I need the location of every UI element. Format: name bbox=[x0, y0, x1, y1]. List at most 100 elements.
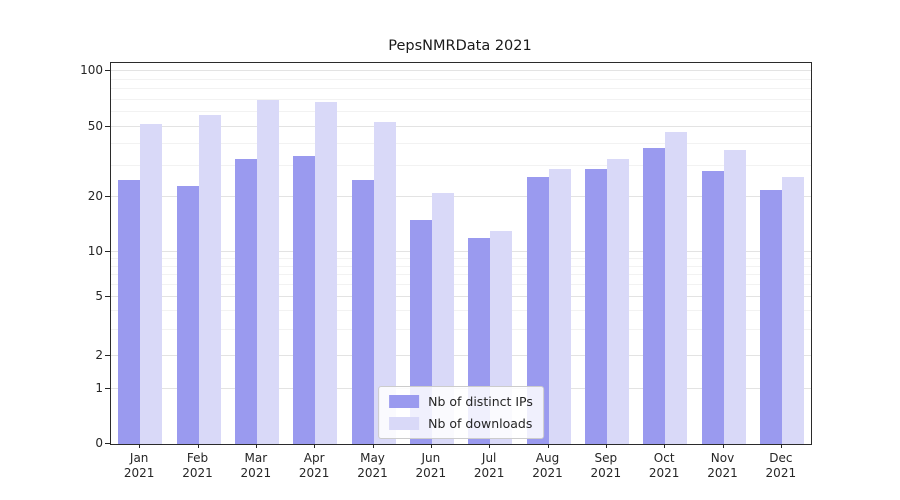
gridline-minor bbox=[111, 165, 811, 167]
gridline-minor bbox=[111, 111, 811, 113]
x-tick-label-line: Nov bbox=[710, 451, 735, 465]
legend-entry: Nb of distinct IPs bbox=[389, 394, 533, 409]
x-tick-label-line: 2021 bbox=[532, 466, 563, 480]
bar-downloads bbox=[198, 115, 221, 444]
bar-downloads bbox=[140, 123, 163, 444]
x-tick-label-line: Sep bbox=[594, 451, 618, 465]
x-tick-label: Aug 2021 bbox=[513, 451, 583, 481]
x-tick-mark bbox=[430, 444, 432, 448]
x-tick-label-line: Dec bbox=[769, 451, 793, 465]
x-tick-mark bbox=[780, 444, 782, 448]
y-tick-mark bbox=[105, 388, 110, 389]
x-tick-label-line: 2021 bbox=[473, 466, 505, 480]
x-tick-label-line: 2021 bbox=[415, 466, 447, 480]
x-tick-label-line: 2021 bbox=[765, 466, 797, 480]
x-tick-mark bbox=[197, 444, 199, 448]
x-tick-label-line: 2021 bbox=[298, 466, 330, 480]
x-tick-label-line: 2021 bbox=[590, 466, 622, 480]
x-tick-mark bbox=[722, 444, 724, 448]
y-tick-label: 0 bbox=[95, 436, 103, 450]
gridline-minor bbox=[111, 88, 811, 90]
x-tick-label-line: 2021 bbox=[707, 466, 738, 480]
gridline-major bbox=[111, 251, 811, 252]
bar-distinct-ips bbox=[584, 168, 607, 444]
legend-label: Nb of distinct IPs bbox=[428, 394, 533, 409]
x-tick-label: Jun 2021 bbox=[396, 451, 466, 481]
gridline-minor bbox=[111, 284, 811, 286]
bar-downloads bbox=[256, 99, 279, 444]
gridline-major bbox=[111, 355, 811, 356]
gridline-minor bbox=[111, 78, 811, 80]
x-tick-label-line: 2021 bbox=[123, 466, 155, 480]
x-tick-label-line: 2021 bbox=[240, 466, 272, 480]
x-tick-label-line: Aug bbox=[535, 451, 560, 465]
bar-downloads bbox=[723, 150, 746, 444]
x-tick-mark bbox=[489, 444, 491, 448]
x-tick-label-line: Jun bbox=[421, 451, 441, 465]
bar-downloads bbox=[315, 102, 338, 444]
y-tick-label: 10 bbox=[87, 244, 103, 258]
gridline-minor bbox=[111, 274, 811, 276]
x-tick-label-line: Apr bbox=[303, 451, 325, 465]
bar-downloads bbox=[781, 176, 804, 444]
gridline-major bbox=[111, 126, 811, 127]
x-tick-mark bbox=[664, 444, 666, 448]
x-tick-mark bbox=[139, 444, 141, 448]
bar-downloads bbox=[548, 168, 571, 444]
x-tick-label-line: Oct bbox=[653, 451, 675, 465]
legend-swatch-distinct-ips bbox=[389, 395, 420, 408]
bar-distinct-ips bbox=[759, 189, 782, 444]
bar-downloads bbox=[606, 158, 629, 444]
x-tick-label-line: Jan bbox=[129, 451, 149, 465]
x-tick-label-line: Jul bbox=[481, 451, 497, 465]
bar-distinct-ips bbox=[526, 176, 549, 444]
x-tick-label: Dec 2021 bbox=[746, 451, 816, 481]
gridline-minor bbox=[111, 98, 811, 100]
y-tick-label: 5 bbox=[95, 289, 103, 303]
x-tick-label: Apr 2021 bbox=[279, 451, 349, 481]
y-tick-mark bbox=[105, 443, 110, 444]
x-tick-label: Sep 2021 bbox=[571, 451, 641, 481]
y-tick-mark bbox=[105, 251, 110, 252]
x-tick-label: Feb 2021 bbox=[163, 451, 233, 481]
y-tick-mark bbox=[105, 355, 110, 356]
y-tick-mark bbox=[105, 196, 110, 197]
gridline-minor bbox=[111, 310, 811, 312]
bar-distinct-ips bbox=[293, 156, 316, 444]
gridline-minor bbox=[111, 143, 811, 145]
y-tick-mark bbox=[105, 126, 110, 127]
x-tick-label: Nov 2021 bbox=[688, 451, 758, 481]
chart-title: PepsNMRData 2021 bbox=[388, 38, 532, 54]
y-tick-label: 1 bbox=[95, 381, 103, 395]
bar-distinct-ips bbox=[351, 179, 374, 444]
y-tick-label: 2 bbox=[95, 348, 103, 362]
x-tick-label-line: 2021 bbox=[182, 466, 213, 480]
bar-downloads bbox=[665, 131, 688, 444]
y-tick-mark bbox=[105, 296, 110, 297]
y-tick-mark bbox=[105, 70, 110, 71]
gridline-major bbox=[111, 296, 811, 297]
x-tick-label: Jul 2021 bbox=[454, 451, 524, 481]
x-tick-label-line: 2021 bbox=[648, 466, 680, 480]
gridline-major bbox=[111, 196, 811, 197]
x-tick-label-line: 2021 bbox=[357, 466, 388, 480]
y-tick-label: 50 bbox=[87, 119, 103, 133]
x-tick-mark bbox=[314, 444, 316, 448]
x-tick-mark bbox=[605, 444, 607, 448]
bar-downloads bbox=[373, 122, 396, 444]
x-tick-label: May 2021 bbox=[338, 451, 408, 481]
x-tick-label: Mar 2021 bbox=[221, 451, 291, 481]
gridline-major bbox=[111, 70, 811, 71]
x-tick-label: Oct 2021 bbox=[629, 451, 699, 481]
x-tick-mark bbox=[547, 444, 549, 448]
gridline-minor bbox=[111, 265, 811, 267]
bar-distinct-ips bbox=[234, 158, 257, 444]
x-tick-mark bbox=[255, 444, 257, 448]
bar-downloads bbox=[431, 193, 454, 444]
bar-distinct-ips bbox=[118, 179, 141, 444]
bar-distinct-ips bbox=[643, 147, 666, 444]
x-tick-label-line: Feb bbox=[186, 451, 209, 465]
gridline-minor bbox=[111, 257, 811, 259]
x-tick-label: Jan 2021 bbox=[104, 451, 174, 481]
